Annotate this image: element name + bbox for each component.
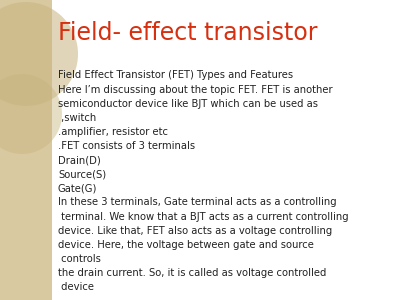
Text: semiconductor device like BJT which can be used as: semiconductor device like BJT which can … (58, 99, 318, 109)
Text: .amplifier, resistor etc: .amplifier, resistor etc (58, 127, 168, 137)
Text: controls: controls (58, 254, 101, 264)
Text: In these 3 terminals, Gate terminal acts as a controlling: In these 3 terminals, Gate terminal acts… (58, 197, 337, 207)
Text: Gate(G): Gate(G) (58, 183, 97, 193)
Text: Field- effect transistor: Field- effect transistor (58, 21, 318, 45)
Text: device: device (58, 282, 94, 292)
FancyBboxPatch shape (0, 0, 52, 300)
Text: the drain current. So, it is called as voltage controlled: the drain current. So, it is called as v… (58, 268, 326, 278)
Text: terminal. We know that a BJT acts as a current controlling: terminal. We know that a BJT acts as a c… (58, 212, 349, 221)
Text: Here I’m discussing about the topic FET. FET is another: Here I’m discussing about the topic FET.… (58, 85, 333, 94)
Text: ,switch: ,switch (58, 113, 96, 123)
Text: .FET consists of 3 terminals: .FET consists of 3 terminals (58, 141, 195, 151)
Ellipse shape (0, 74, 62, 154)
Text: Drain(D): Drain(D) (58, 155, 101, 165)
Text: device. Here, the voltage between gate and source: device. Here, the voltage between gate a… (58, 240, 314, 250)
Ellipse shape (0, 2, 78, 106)
Text: Field Effect Transistor (FET) Types and Features: Field Effect Transistor (FET) Types and … (58, 70, 293, 80)
Text: device. Like that, FET also acts as a voltage controlling: device. Like that, FET also acts as a vo… (58, 226, 332, 236)
Text: Source(S): Source(S) (58, 169, 106, 179)
